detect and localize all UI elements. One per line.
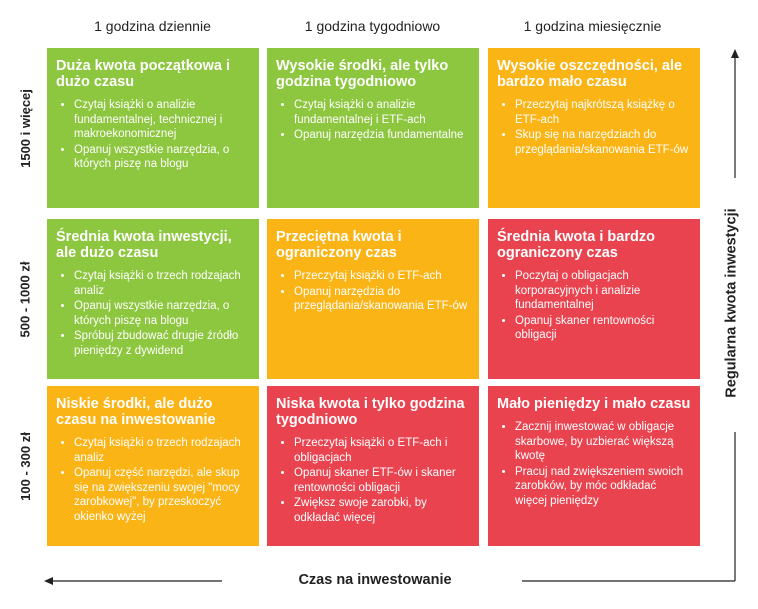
cell-list: Poczytaj o obligacjach korporacyjnych i … (497, 269, 691, 343)
y-axis-arrowhead-icon (731, 49, 739, 58)
cell-medium-daily: Średnia kwota inwestycji, ale dużo czasu… (47, 219, 259, 379)
cell-title: Średnia kwota i bardzo ograniczony czas (497, 229, 655, 261)
cell-title: Wysokie oszczędności, ale bardzo mało cz… (497, 58, 683, 90)
cell-high-monthly: Wysokie oszczędności, ale bardzo mało cz… (488, 48, 700, 208)
list-item: Spróbuj zbudować drugie źródło pieniędzy… (74, 329, 250, 358)
cell-low-weekly: Niska kwota i tylko godzina tygodniowo P… (267, 386, 479, 546)
list-item: Opanuj skaner rentowności obligacji (515, 314, 691, 343)
list-item: Poczytaj o obligacjach korporacyjnych i … (515, 269, 691, 313)
list-item: Opanuj narzędzia fundamentalne (294, 128, 470, 143)
cell-low-daily: Niskie środki, ale dużo czasu na inwesto… (47, 386, 259, 546)
cell-list: Zacznij inwestować w obligacje skarbowe,… (497, 420, 691, 508)
cell-low-monthly: Mało pieniędzy i mało czasu Zacznij inwe… (488, 386, 700, 546)
y-axis-title: Regularna kwota inwestycji (724, 207, 740, 398)
cell-title: Niskie środki, ale dużo czasu na inwesto… (56, 396, 216, 428)
cell-list: Czytaj książki o analizie fundamentalnej… (56, 98, 250, 172)
cell-list: Czytaj książki o trzech rodzajach analiz… (56, 436, 250, 524)
list-item: Opanuj część narzędzi, ale skup się na z… (74, 466, 250, 524)
list-item: Czytaj książki o analizie fundamentalnej… (74, 98, 250, 142)
cell-medium-weekly: Przeciętna kwota i ograniczony czas Prze… (267, 219, 479, 379)
column-header-weekly: 1 godzina tygodniowo (304, 18, 441, 34)
list-item: Opanuj narzędzia do przeglądania/skanowa… (294, 285, 470, 314)
list-item: Czytaj książki o trzech rodzajach analiz (74, 436, 250, 465)
cell-high-daily: Duża kwota początkowa i dużo czasu Czyta… (47, 48, 259, 208)
cell-title: Wysokie środki, ale tylko godzina tygodn… (276, 58, 449, 90)
list-item: Opanuj skaner ETF-ów i skaner rentownośc… (294, 466, 470, 495)
x-axis-arrowhead-icon (44, 577, 53, 585)
cell-title: Przeciętna kwota i ograniczony czas (276, 229, 402, 261)
cell-title: Średnia kwota inwestycji, ale dużo czasu (56, 229, 232, 261)
cell-high-weekly: Wysokie środki, ale tylko godzina tygodn… (267, 48, 479, 208)
cell-title: Mało pieniędzy i mało czasu (497, 396, 691, 412)
cell-list: Czytaj książki o analizie fundamentalnej… (276, 98, 470, 143)
list-item: Czytaj książki o trzech rodzajach analiz (74, 269, 250, 298)
cell-medium-monthly: Średnia kwota i bardzo ograniczony czas … (488, 219, 700, 379)
list-item: Opanuj wszystkie narzędzia, o których pi… (74, 299, 250, 328)
cell-title: Duża kwota początkowa i dużo czasu (56, 58, 231, 90)
list-item: Przeczytaj najkrótszą książkę o ETF-ach (515, 98, 691, 127)
cell-title: Niska kwota i tylko godzina tygodniowo (276, 396, 465, 428)
cell-list: Przeczytaj książki o ETF-ach Opanuj narz… (276, 269, 470, 314)
column-header-monthly: 1 godzina miesięcznie (523, 18, 662, 34)
list-item: Zacznij inwestować w obligacje skarbowe,… (515, 420, 691, 464)
list-item: Zwiększ swoje zarobki, by odkładać więce… (294, 496, 470, 525)
list-item: Przeczytaj książki o ETF-ach (294, 269, 470, 284)
cell-list: Przeczytaj najkrótszą książkę o ETF-ach … (497, 98, 691, 157)
x-axis-title: Czas na inwestowanie (298, 572, 452, 588)
list-item: Opanuj wszystkie narzędzia, o których pi… (74, 143, 250, 172)
list-item: Czytaj książki o analizie fundamentalnej… (294, 98, 470, 127)
cell-list: Czytaj książki o trzech rodzajach analiz… (56, 269, 250, 358)
column-header-daily: 1 godzina dziennie (94, 18, 211, 34)
list-item: Pracuj nad zwiększeniem swoich zarobków,… (515, 465, 691, 509)
cell-list: Przeczytaj książki o ETF-ach i obligacja… (276, 436, 470, 525)
list-item: Przeczytaj książki o ETF-ach i obligacja… (294, 436, 470, 465)
list-item: Skup się na narzędziach do przeglądania/… (515, 128, 691, 157)
